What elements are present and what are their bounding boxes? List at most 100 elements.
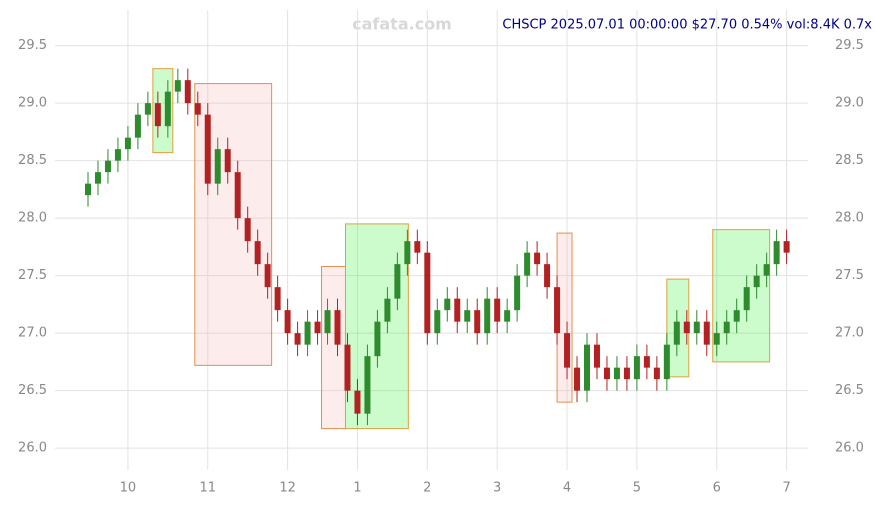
candle-body [94,172,101,184]
y-tick-label: 29.5 [18,38,47,53]
x-tick-label: 5 [633,481,641,496]
candle-body [294,333,301,345]
candle-body [354,390,361,414]
x-tick-label: 3 [493,481,501,496]
candle-body [344,344,351,391]
x-tick-label: 6 [713,481,721,496]
candle-body [124,137,131,150]
candle-body [274,287,281,311]
candle-body [444,298,451,311]
x-tick-label: 11 [199,481,216,496]
candle-body [414,241,421,253]
candle-body [753,275,760,288]
x-tick-label: 7 [782,481,790,496]
candle-body [504,310,511,322]
y-tick-label-right: 26.5 [835,383,864,398]
y-tick-label: 27.0 [18,326,47,341]
candle-body [284,310,291,334]
candle-body [653,367,660,380]
candle-body [314,321,321,334]
candle-body [783,241,790,253]
candle-body [104,160,111,173]
candle-body [683,321,690,334]
candle-body [394,264,401,299]
candle-body [534,252,541,265]
candle-body [384,298,391,322]
y-tick-label-right: 28.0 [835,211,864,226]
candle-body [134,114,141,138]
candle-body [85,183,91,196]
candle-body [554,287,561,334]
candle-body [494,298,501,322]
candle-body [464,310,471,322]
candle-body [723,321,730,334]
candle-body [174,80,181,92]
x-tick-label: 12 [279,481,296,496]
y-tick-label: 28.0 [18,211,47,226]
y-tick-label-right: 27.5 [835,268,864,283]
watermark: cafata.com [352,15,452,34]
candle-body [693,321,700,334]
chart-title: CHSCP 2025.07.01 00:00:00 $27.70 0.54% v… [502,18,872,33]
zone [321,265,346,430]
candle-body [404,241,411,265]
candle-body [154,103,161,127]
candle-body [524,252,531,276]
candle-body [234,172,241,219]
candle-body [763,264,770,276]
candle-body [544,264,551,288]
candle-body [454,298,461,322]
candle-body [424,252,431,334]
candle-body [633,356,640,380]
candle-body [584,344,590,391]
candle-body [603,367,610,380]
candle-body [613,367,620,380]
candle-body [164,91,171,127]
candle-body [593,344,600,368]
y-tick-label-right: 28.5 [835,153,864,168]
candle-body [304,321,311,345]
x-tick-label: 2 [423,481,431,496]
candle-body [703,321,710,345]
x-tick-label: 1 [353,481,361,496]
y-tick-label: 26.5 [18,383,47,398]
candle-body [743,287,750,311]
y-tick-label: 28.5 [18,153,47,168]
candle-body [324,310,331,334]
x-tick-label: 4 [563,481,571,496]
y-tick-label-right: 29.5 [835,38,864,53]
candle-body [643,356,650,368]
candle-body [663,344,670,380]
candle-body [244,218,251,242]
candle-body [713,333,720,345]
candle-body [184,80,191,104]
candle-body [204,114,211,184]
candle-body [564,333,571,368]
zone [712,229,771,363]
y-tick-label: 26.0 [18,441,47,456]
candle-body [733,310,740,322]
candle-body [673,321,680,345]
candle-body [254,241,261,265]
y-tick-label-right: 29.0 [835,96,864,111]
candle-body [574,367,581,391]
candle-body [364,356,371,414]
candle-body [623,367,630,380]
x-tick-label: 10 [120,481,137,496]
candle-body [224,149,231,173]
candle-body [514,275,521,311]
candle-body [434,310,441,334]
candle-body [264,264,271,288]
y-tick-label-right: 27.0 [835,326,864,341]
y-tick-label: 29.0 [18,96,47,111]
candle-body [484,298,491,334]
candle-body [144,103,151,115]
candle-body [773,241,780,265]
candle-body [374,321,381,357]
y-tick-label-right: 26.0 [835,441,864,456]
candle-body [474,310,481,334]
candle-body [334,310,341,345]
candle-body [214,149,221,184]
candle-body [114,149,121,161]
